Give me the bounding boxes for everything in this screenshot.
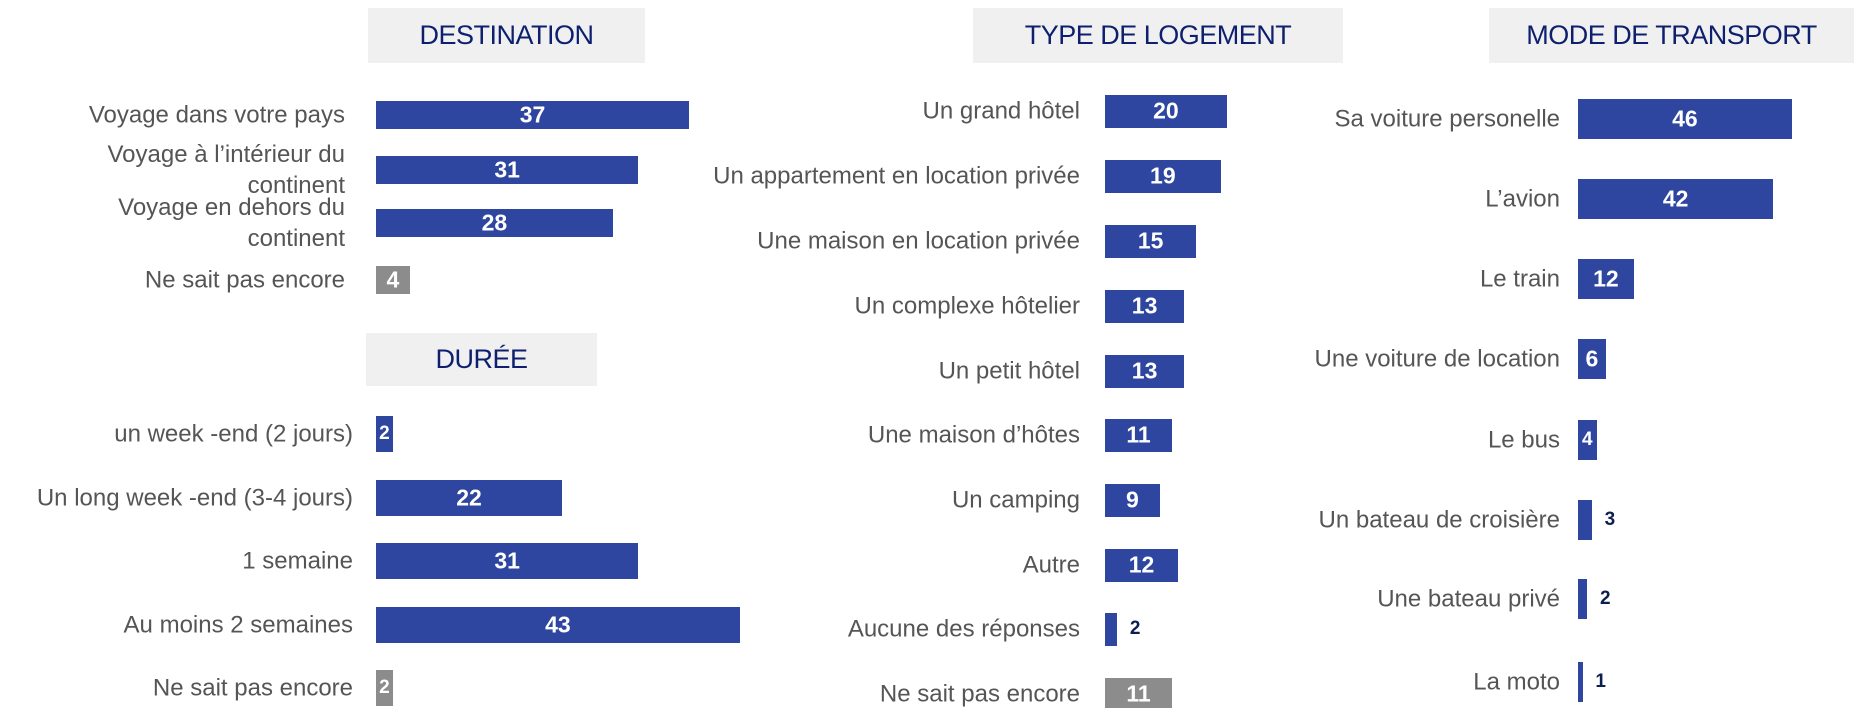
category-label: Ne sait pas encore bbox=[152, 674, 353, 702]
value-label: 3 bbox=[1604, 509, 1616, 530]
bar bbox=[1105, 224, 1197, 258]
value-label: 28 bbox=[481, 209, 508, 236]
value-label: 19 bbox=[1150, 162, 1176, 189]
value-label: 43 bbox=[545, 611, 571, 638]
category-label: Un long week -end (3-4 jours) bbox=[36, 484, 353, 512]
value-label: 13 bbox=[1131, 357, 1158, 384]
value-label: 2 bbox=[379, 677, 390, 698]
category-label: Une maison en location privée bbox=[757, 227, 1080, 255]
category-label: Un petit hôtel bbox=[938, 357, 1080, 385]
category-label: un week -end (2 jours) bbox=[114, 420, 353, 448]
bar bbox=[1105, 612, 1118, 646]
category-label: Une maison d’hôtes bbox=[867, 421, 1080, 449]
value-label: 1 bbox=[1595, 671, 1606, 692]
chart-title: MODE DE TRANSPORT bbox=[1489, 8, 1854, 63]
bar bbox=[376, 670, 393, 706]
category-label: Un complexe hôtelier bbox=[854, 292, 1080, 320]
bar bbox=[1105, 548, 1179, 582]
bar bbox=[1105, 289, 1185, 323]
category-label: Autre bbox=[1022, 551, 1080, 579]
category-label: Voyage en dehors du continent bbox=[118, 194, 345, 252]
bar bbox=[1578, 339, 1606, 379]
bar bbox=[1578, 662, 1583, 702]
bar bbox=[1578, 500, 1592, 540]
value-label: 13 bbox=[1131, 292, 1158, 319]
category-label: Un camping bbox=[951, 486, 1080, 514]
category-label: Au moins 2 semaines bbox=[123, 611, 353, 639]
category-label: La moto bbox=[1473, 668, 1560, 696]
value-label: 12 bbox=[1128, 551, 1155, 578]
bar bbox=[1105, 418, 1172, 452]
category-label: 1 semaine bbox=[242, 547, 353, 575]
category-label: Ne sait pas encore bbox=[144, 266, 345, 294]
value-label: 31 bbox=[494, 156, 520, 183]
value-label: 2 bbox=[379, 423, 390, 444]
value-label: 31 bbox=[494, 547, 520, 574]
category-label: Un grand hôtel bbox=[922, 97, 1080, 125]
bar bbox=[376, 416, 393, 452]
bar bbox=[376, 266, 410, 294]
category-label: Une bateau privé bbox=[1377, 585, 1560, 613]
bar bbox=[376, 543, 639, 579]
value-label: 22 bbox=[456, 484, 482, 511]
bar bbox=[1105, 94, 1227, 128]
category-label: Une voiture de location bbox=[1314, 345, 1560, 373]
value-label: 37 bbox=[519, 101, 546, 128]
bar bbox=[1105, 159, 1221, 193]
value-label: 20 bbox=[1153, 97, 1179, 124]
category-label: Sa voiture personelle bbox=[1334, 105, 1560, 133]
category-label: Un bateau de croisière bbox=[1318, 506, 1560, 534]
value-label: 46 bbox=[1672, 105, 1698, 132]
chart-title: DESTINATION bbox=[368, 8, 645, 63]
value-label: 15 bbox=[1137, 227, 1164, 254]
value-label: 42 bbox=[1662, 185, 1689, 212]
category-label: Ne sait pas encore bbox=[879, 680, 1080, 708]
value-label: 4 bbox=[386, 266, 400, 293]
value-label: 11 bbox=[1126, 680, 1151, 707]
bar bbox=[376, 607, 740, 643]
value-label: 2 bbox=[1129, 618, 1141, 639]
value-label: 9 bbox=[1125, 486, 1139, 513]
value-label: 6 bbox=[1585, 345, 1599, 372]
bar bbox=[376, 209, 613, 237]
category-label: Voyage à l’intérieur du continent bbox=[107, 141, 346, 199]
value-label: 2 bbox=[1600, 588, 1611, 609]
chart-title: DURÉE bbox=[366, 333, 597, 386]
category-label: Le train bbox=[1479, 265, 1560, 293]
category-label: Un appartement en location privée bbox=[713, 162, 1080, 190]
bar bbox=[1578, 99, 1792, 139]
category-label: L’avion bbox=[1485, 185, 1560, 213]
bar bbox=[1578, 579, 1588, 619]
bar bbox=[1578, 420, 1597, 460]
value-label: 12 bbox=[1593, 265, 1619, 292]
category-label: Le bus bbox=[1487, 426, 1560, 454]
bar bbox=[376, 480, 563, 516]
bar bbox=[1578, 179, 1774, 219]
chart-title: TYPE DE LOGEMENT bbox=[973, 8, 1343, 63]
bar bbox=[1105, 354, 1185, 388]
bar bbox=[1105, 677, 1172, 708]
bar bbox=[1578, 259, 1634, 299]
bar bbox=[376, 156, 639, 184]
category-label: Aucune des réponses bbox=[847, 615, 1080, 643]
bar bbox=[376, 101, 690, 129]
value-label: 11 bbox=[1126, 421, 1151, 448]
value-label: 4 bbox=[1582, 429, 1593, 450]
category-label: Voyage dans votre pays bbox=[88, 101, 345, 129]
bar bbox=[1105, 483, 1160, 517]
